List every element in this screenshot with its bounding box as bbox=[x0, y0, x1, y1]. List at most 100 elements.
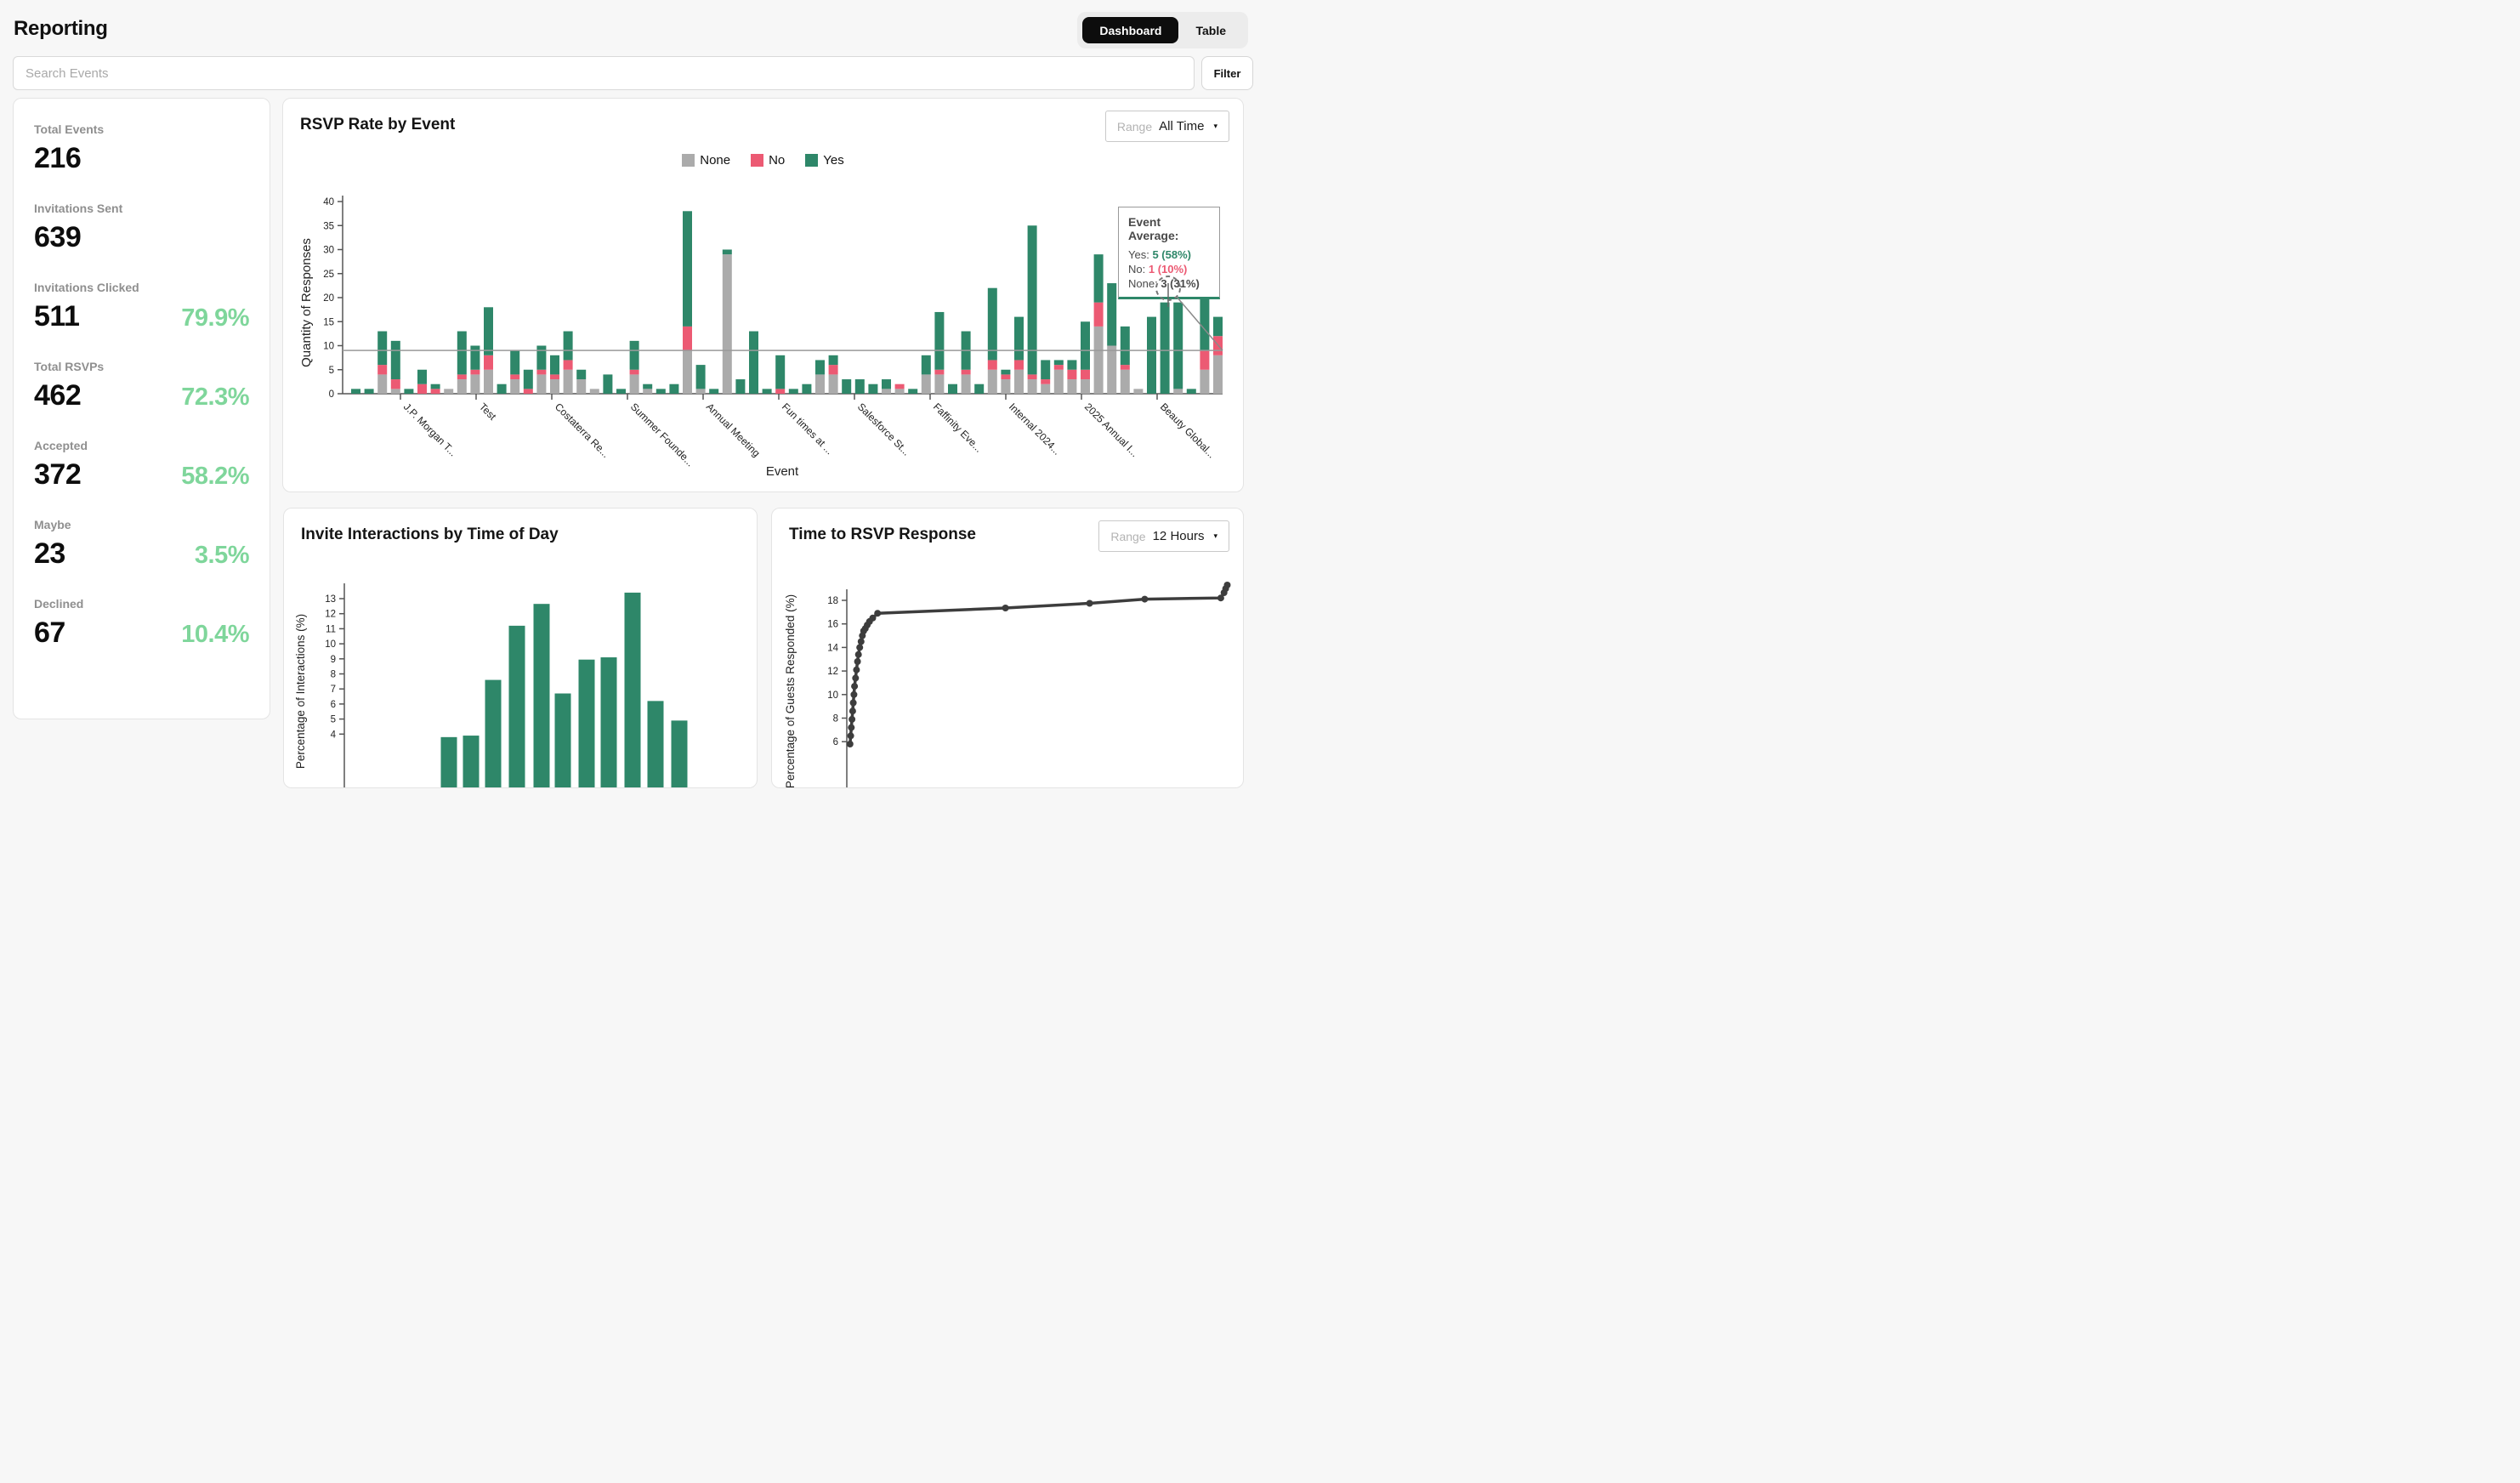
bar-group[interactable] bbox=[1014, 316, 1024, 394]
bar-segment[interactable] bbox=[842, 379, 852, 394]
bar-segment[interactable] bbox=[1160, 302, 1170, 394]
bar-group[interactable] bbox=[390, 340, 400, 394]
bar-segment[interactable] bbox=[1041, 360, 1051, 380]
bar-segment[interactable] bbox=[722, 249, 732, 255]
bar-segment[interactable] bbox=[882, 389, 891, 394]
bar[interactable] bbox=[600, 657, 617, 788]
bar-segment[interactable] bbox=[669, 384, 679, 394]
bar-segment[interactable] bbox=[974, 384, 985, 394]
bar-group[interactable] bbox=[351, 389, 360, 394]
bar-group[interactable] bbox=[1160, 302, 1170, 394]
bar-segment[interactable] bbox=[695, 389, 706, 394]
bar-segment[interactable] bbox=[576, 369, 587, 380]
bar-segment[interactable] bbox=[1200, 350, 1210, 370]
bar-segment[interactable] bbox=[1041, 379, 1051, 384]
bar-segment[interactable] bbox=[775, 355, 786, 389]
bar-group[interactable] bbox=[854, 379, 865, 394]
bar-group[interactable] bbox=[908, 389, 918, 394]
bar-group[interactable] bbox=[868, 384, 878, 394]
bar-segment[interactable] bbox=[1120, 369, 1130, 394]
bar-segment[interactable] bbox=[550, 379, 559, 394]
bar-group[interactable] bbox=[377, 331, 388, 394]
bar-group[interactable] bbox=[842, 379, 852, 394]
bar-segment[interactable] bbox=[961, 374, 971, 394]
bar-segment[interactable] bbox=[616, 389, 626, 394]
bar-segment[interactable] bbox=[603, 374, 613, 394]
bar-segment[interactable] bbox=[351, 389, 360, 394]
bar-segment[interactable] bbox=[1120, 326, 1130, 366]
bar-group[interactable] bbox=[1147, 316, 1156, 394]
bar[interactable] bbox=[463, 736, 480, 788]
bar-group[interactable] bbox=[815, 360, 825, 394]
bar-segment[interactable] bbox=[695, 365, 706, 389]
bar[interactable] bbox=[554, 693, 571, 788]
bar-segment[interactable] bbox=[1093, 326, 1104, 394]
bar-segment[interactable] bbox=[1107, 283, 1117, 346]
bar-segment[interactable] bbox=[417, 384, 427, 394]
bar[interactable] bbox=[485, 679, 502, 788]
bar-segment[interactable] bbox=[1133, 389, 1144, 394]
bar-segment[interactable] bbox=[788, 389, 798, 394]
bar-segment[interactable] bbox=[643, 384, 653, 389]
bar-group[interactable] bbox=[735, 379, 746, 394]
bar-segment[interactable] bbox=[1213, 336, 1223, 355]
bar-segment[interactable] bbox=[828, 374, 838, 394]
bar-segment[interactable] bbox=[894, 389, 905, 394]
bar-group[interactable] bbox=[364, 389, 374, 394]
response-range-select[interactable]: Range 12 Hours ▾ bbox=[1098, 520, 1229, 552]
bar-group[interactable] bbox=[1173, 302, 1183, 394]
legend-item-none[interactable]: None bbox=[682, 153, 730, 168]
bar-segment[interactable] bbox=[484, 355, 493, 370]
bar-segment[interactable] bbox=[1027, 379, 1037, 394]
search-input[interactable] bbox=[13, 56, 1195, 90]
bar-group[interactable] bbox=[1186, 389, 1196, 394]
bar-group[interactable] bbox=[669, 384, 679, 394]
bar-segment[interactable] bbox=[457, 374, 467, 380]
bar-group[interactable] bbox=[974, 384, 985, 394]
bar-group[interactable] bbox=[1133, 389, 1144, 394]
bar-segment[interactable] bbox=[1014, 360, 1024, 370]
bar-segment[interactable] bbox=[510, 374, 520, 380]
bar[interactable] bbox=[624, 592, 641, 788]
bar-segment[interactable] bbox=[484, 369, 493, 394]
bar-segment[interactable] bbox=[1107, 345, 1117, 395]
bar[interactable] bbox=[647, 701, 664, 788]
bar-group[interactable] bbox=[656, 389, 666, 394]
bar-segment[interactable] bbox=[709, 389, 719, 394]
tab-dashboard[interactable]: Dashboard bbox=[1082, 17, 1179, 43]
bar-group[interactable] bbox=[802, 384, 812, 394]
bar-group[interactable] bbox=[722, 249, 732, 395]
bar-segment[interactable] bbox=[1093, 254, 1104, 303]
bar-group[interactable] bbox=[497, 384, 507, 394]
bar-group[interactable] bbox=[828, 355, 838, 394]
bar-segment[interactable] bbox=[563, 331, 573, 361]
bar-segment[interactable] bbox=[1014, 316, 1024, 361]
bar-segment[interactable] bbox=[735, 379, 746, 394]
bar-segment[interactable] bbox=[908, 389, 918, 394]
bar-segment[interactable] bbox=[1053, 365, 1064, 370]
bar-segment[interactable] bbox=[1001, 374, 1011, 380]
bar-segment[interactable] bbox=[510, 379, 520, 394]
bar-segment[interactable] bbox=[882, 379, 891, 389]
bar-segment[interactable] bbox=[921, 355, 931, 375]
bar-segment[interactable] bbox=[683, 211, 692, 327]
bar[interactable] bbox=[508, 625, 525, 788]
filter-button[interactable]: Filter bbox=[1201, 56, 1253, 90]
bar-segment[interactable] bbox=[1173, 389, 1183, 394]
bar-segment[interactable] bbox=[1213, 355, 1223, 394]
bar-segment[interactable] bbox=[987, 287, 997, 361]
bar[interactable] bbox=[578, 659, 595, 788]
bar-segment[interactable] bbox=[497, 384, 507, 394]
bar-segment[interactable] bbox=[550, 355, 559, 375]
bar-segment[interactable] bbox=[722, 254, 732, 394]
bar-segment[interactable] bbox=[629, 340, 639, 370]
bar-segment[interactable] bbox=[934, 369, 945, 375]
bar-segment[interactable] bbox=[390, 389, 400, 394]
bar-segment[interactable] bbox=[1173, 302, 1183, 389]
bar-segment[interactable] bbox=[1027, 225, 1037, 375]
bar-segment[interactable] bbox=[1081, 321, 1090, 370]
bar-group[interactable] bbox=[484, 307, 493, 394]
bar-segment[interactable] bbox=[470, 369, 480, 375]
bar-segment[interactable] bbox=[1067, 360, 1077, 370]
bar-segment[interactable] bbox=[1027, 374, 1037, 380]
